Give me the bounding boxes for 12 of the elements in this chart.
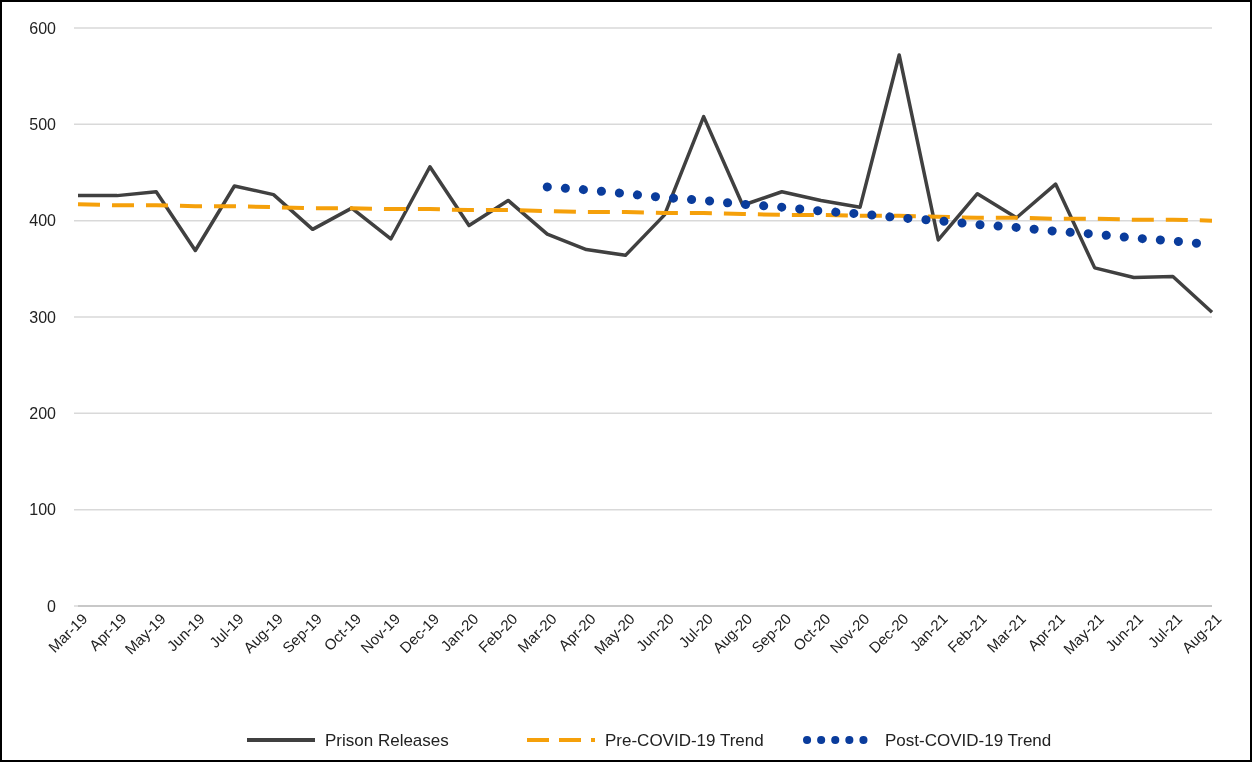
line-series [76,202,1214,223]
line-series [76,53,1214,314]
legend-label: Prison Releases [325,730,449,750]
y-tick-label: 100 [29,501,57,519]
y-tick-label: 500 [29,115,57,133]
y-tick-label: 400 [29,212,57,230]
y-tick-label: 0 [47,597,57,615]
legend-label: Post-COVID-19 Trend [885,730,1052,750]
y-tick-label: 200 [29,404,57,422]
legend-label: Pre-COVID-19 Trend [605,730,764,750]
y-tick-label: 600 [29,19,57,37]
y-tick-label: 300 [29,308,57,326]
